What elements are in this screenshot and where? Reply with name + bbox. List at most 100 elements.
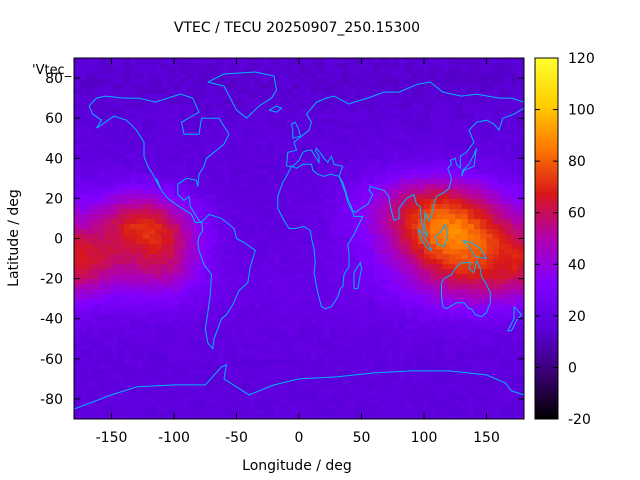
vtec-cell bbox=[392, 398, 400, 405]
vtec-cell bbox=[105, 328, 113, 335]
vtec-cell bbox=[224, 343, 231, 350]
vtec-cell bbox=[180, 218, 188, 225]
vtec-cell bbox=[80, 133, 88, 139]
vtec-cell bbox=[149, 253, 156, 260]
vtec-cell bbox=[86, 413, 94, 419]
vtec-cell bbox=[292, 253, 300, 260]
vtec-cell bbox=[349, 188, 356, 194]
vtec-cell bbox=[92, 408, 100, 415]
vtec-cell bbox=[211, 78, 219, 84]
vtec-cell bbox=[174, 218, 181, 225]
vtec-cell bbox=[286, 318, 294, 325]
vtec-cell bbox=[274, 293, 281, 300]
vtec-cell bbox=[205, 213, 213, 220]
vtec-cell bbox=[161, 58, 169, 64]
vtec-cell bbox=[249, 73, 256, 79]
vtec-cell bbox=[167, 358, 175, 365]
vtec-cell bbox=[342, 128, 350, 134]
vtec-cell bbox=[274, 333, 281, 340]
vtec-cell bbox=[317, 368, 325, 375]
vtec-cell bbox=[186, 208, 194, 215]
vtec-cell bbox=[136, 168, 144, 174]
vtec-cell bbox=[292, 248, 300, 255]
vtec-cell bbox=[192, 218, 200, 225]
vtec-cell bbox=[449, 328, 456, 335]
vtec-cell bbox=[267, 143, 275, 149]
vtec-cell bbox=[361, 58, 369, 64]
vtec-cell bbox=[105, 83, 113, 89]
vtec-cell bbox=[230, 213, 238, 220]
vtec-cell bbox=[80, 118, 88, 124]
vtec-cell bbox=[380, 308, 388, 315]
vtec-cell bbox=[230, 183, 238, 189]
vtec-cell bbox=[236, 228, 244, 235]
vtec-cell bbox=[224, 138, 231, 144]
vtec-cell bbox=[317, 273, 325, 280]
vtec-cell bbox=[380, 358, 388, 365]
vtec-cell bbox=[105, 63, 113, 69]
vtec-cell bbox=[130, 153, 138, 159]
vtec-cell bbox=[342, 58, 350, 64]
vtec-cell bbox=[111, 238, 119, 245]
vtec-cell bbox=[349, 338, 356, 345]
vtec-cell bbox=[117, 68, 125, 74]
vtec-cell bbox=[405, 388, 413, 395]
vtec-cell bbox=[442, 243, 450, 250]
vtec-cell bbox=[99, 103, 106, 109]
vtec-cell bbox=[386, 303, 394, 310]
vtec-cell bbox=[299, 213, 306, 220]
vtec-cell bbox=[255, 253, 263, 260]
vtec-cell bbox=[105, 78, 113, 84]
vtec-cell bbox=[342, 158, 350, 164]
vtec-cell bbox=[461, 308, 469, 315]
vtec-cell bbox=[436, 148, 444, 154]
vtec-cell bbox=[411, 148, 419, 154]
vtec-cell bbox=[299, 408, 306, 415]
vtec-cell bbox=[142, 288, 150, 295]
vtec-cell bbox=[174, 73, 181, 79]
vtec-cell bbox=[86, 248, 94, 255]
vtec-cell bbox=[136, 228, 144, 235]
vtec-cell bbox=[342, 118, 350, 124]
vtec-cell bbox=[324, 353, 331, 360]
vtec-cell bbox=[355, 193, 363, 199]
vtec-cell bbox=[380, 263, 388, 270]
vtec-cell bbox=[92, 93, 100, 99]
vtec-cell bbox=[342, 88, 350, 94]
vtec-cell bbox=[361, 148, 369, 154]
vtec-cell bbox=[186, 333, 194, 340]
vtec-cell bbox=[305, 238, 313, 245]
vtec-cell bbox=[392, 58, 400, 64]
vtec-cell bbox=[499, 283, 506, 290]
vtec-cell bbox=[499, 313, 506, 320]
vtec-cell bbox=[299, 63, 306, 69]
vtec-cell bbox=[124, 228, 131, 235]
vtec-cell bbox=[261, 208, 269, 215]
vtec-cell bbox=[142, 398, 150, 405]
vtec-cell bbox=[130, 378, 138, 385]
vtec-cell bbox=[267, 378, 275, 385]
vtec-cell bbox=[305, 303, 313, 310]
vtec-cell bbox=[411, 413, 419, 419]
vtec-cell bbox=[280, 238, 288, 245]
vtec-cell bbox=[242, 318, 250, 325]
vtec-cell bbox=[86, 223, 94, 230]
vtec-cell bbox=[467, 163, 475, 169]
vtec-cell bbox=[336, 68, 344, 74]
vtec-cell bbox=[230, 333, 238, 340]
vtec-cell bbox=[417, 293, 425, 300]
vtec-cell bbox=[330, 213, 338, 220]
vtec-cell bbox=[217, 258, 225, 265]
vtec-cell bbox=[99, 148, 106, 154]
vtec-cell bbox=[324, 138, 331, 144]
vtec-cell bbox=[355, 393, 363, 400]
vtec-cell bbox=[205, 128, 213, 134]
vtec-cell bbox=[342, 273, 350, 280]
vtec-cell bbox=[142, 408, 150, 415]
vtec-cell bbox=[224, 143, 231, 149]
vtec-cell bbox=[86, 308, 94, 315]
vtec-cell bbox=[380, 388, 388, 395]
vtec-cell bbox=[199, 358, 206, 365]
vtec-cell bbox=[455, 263, 463, 270]
vtec-cell bbox=[117, 358, 125, 365]
